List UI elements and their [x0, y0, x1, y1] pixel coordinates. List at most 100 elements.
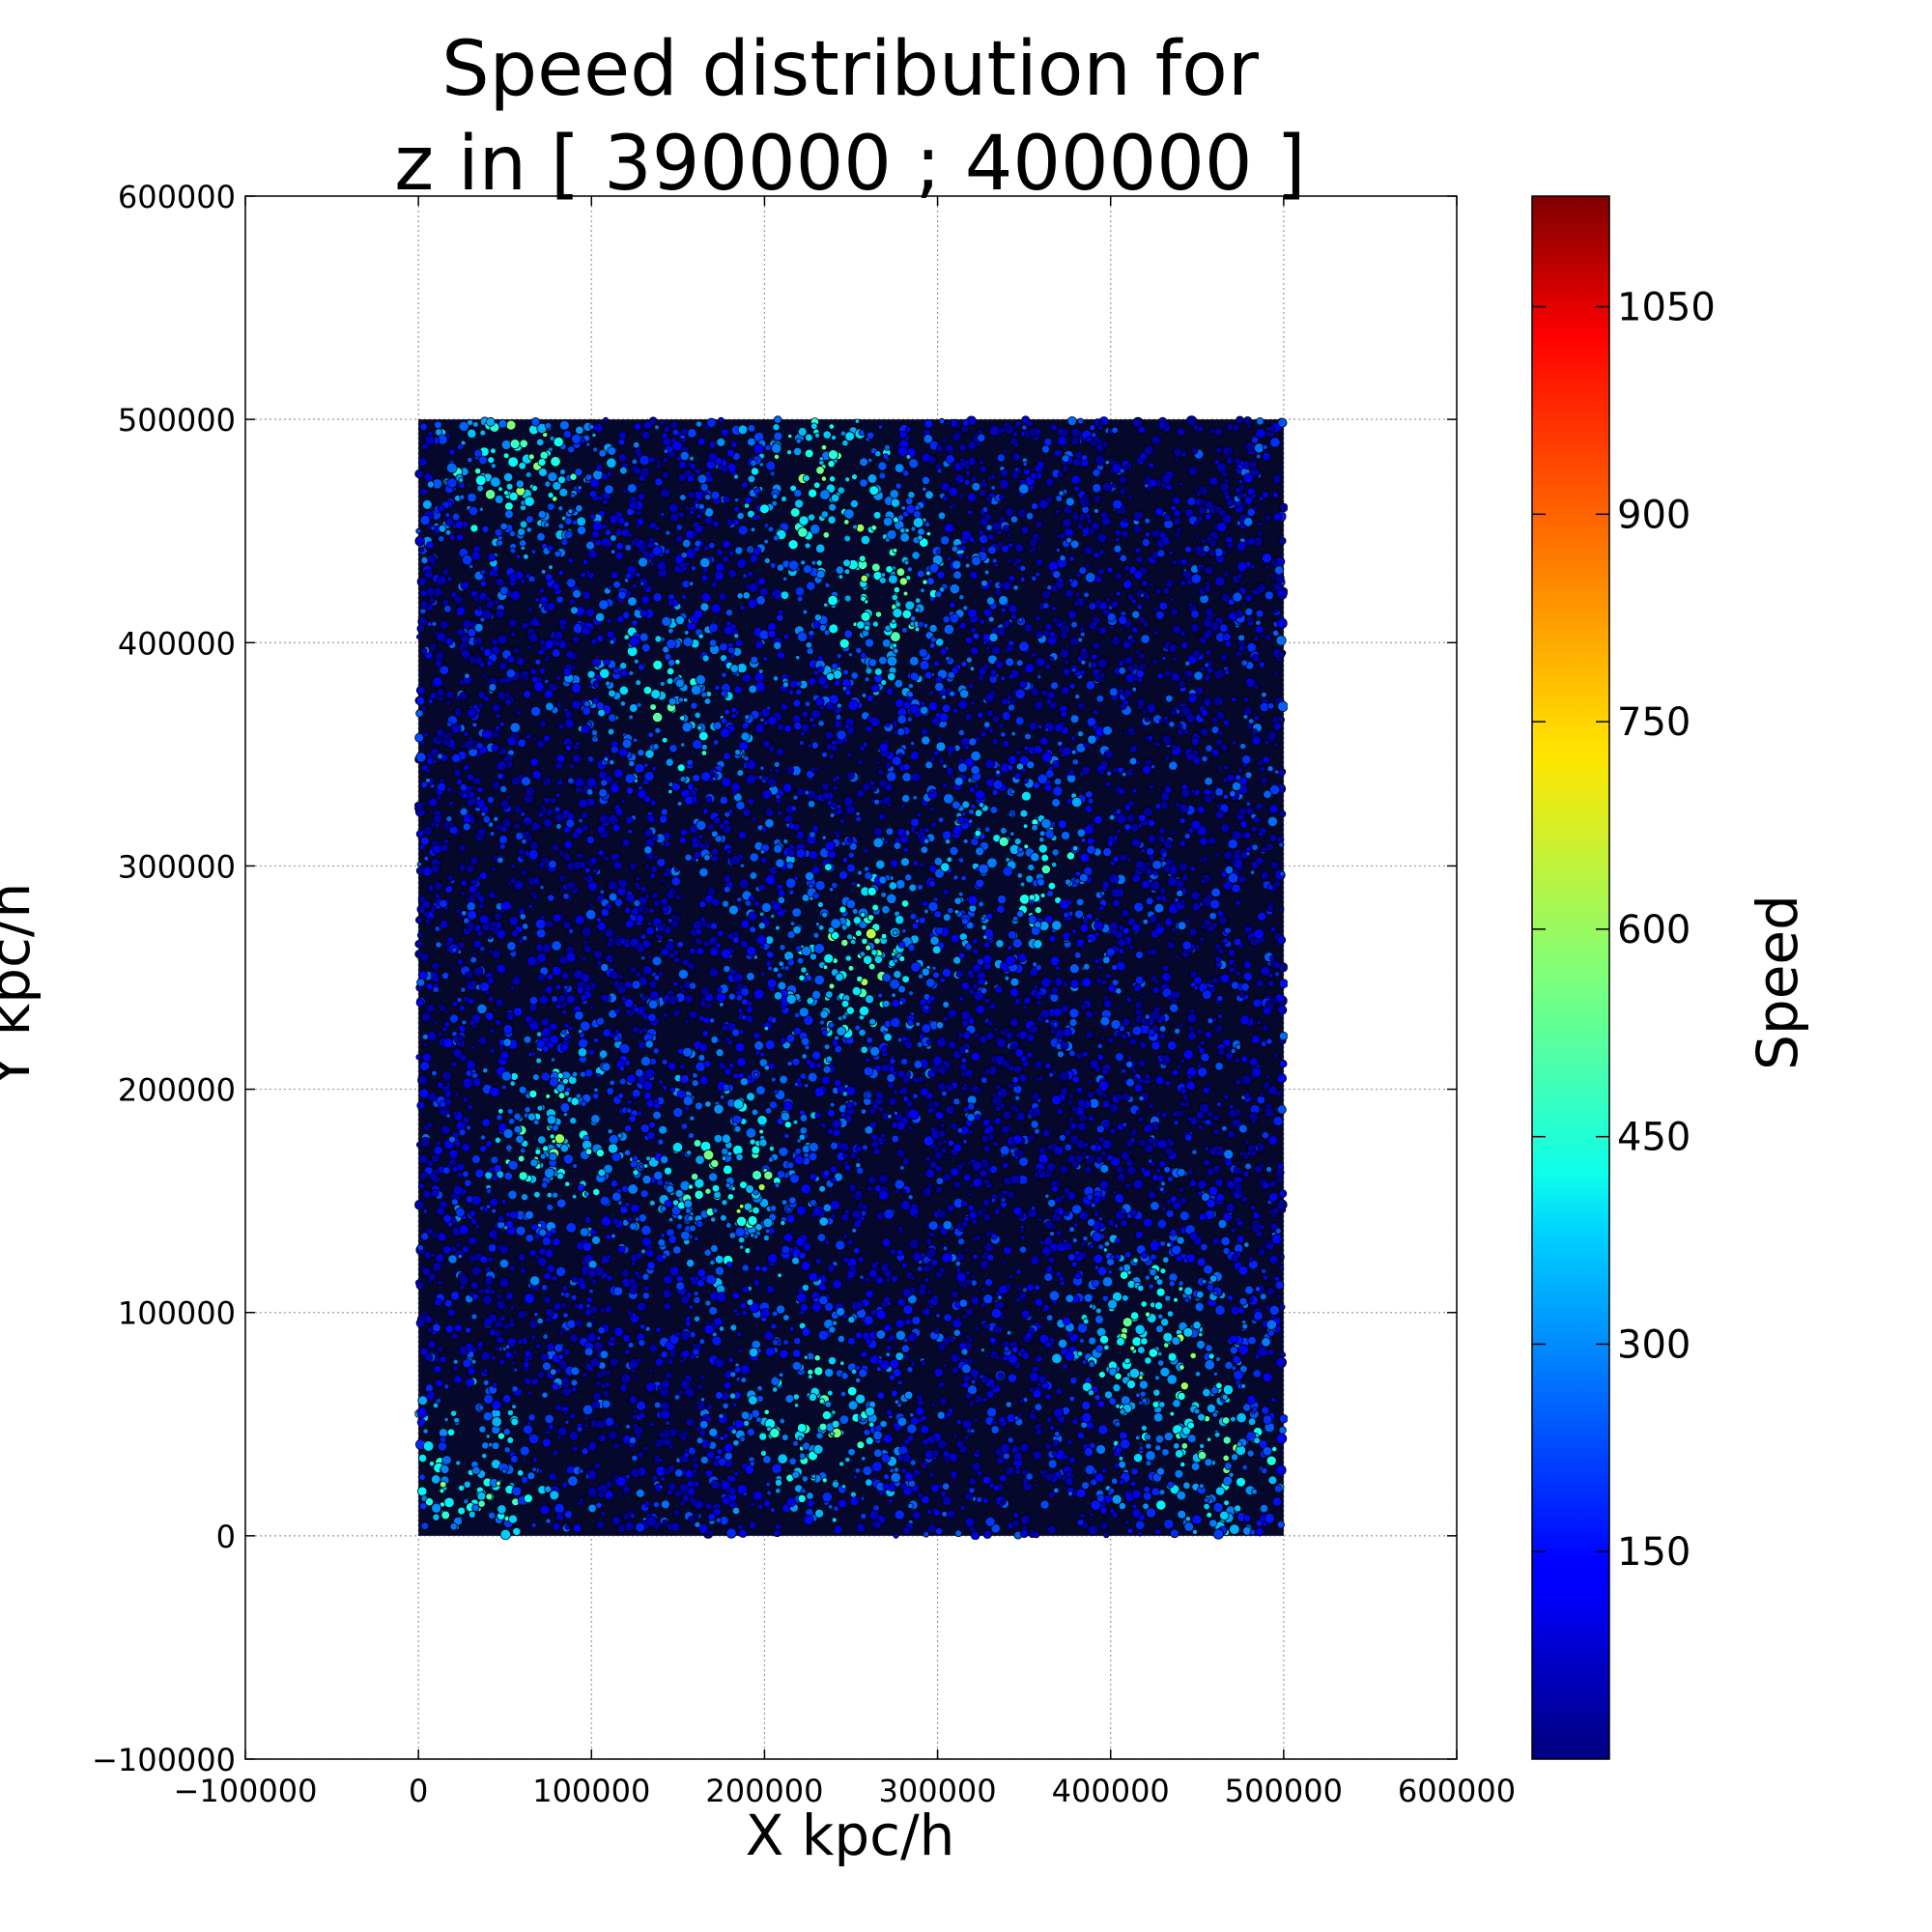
scatter-point	[891, 755, 902, 767]
scatter-point	[478, 1425, 487, 1434]
scatter-point	[860, 1495, 866, 1502]
scatter-point	[528, 1320, 539, 1330]
scatter-point	[970, 1084, 980, 1094]
scatter-point	[627, 828, 634, 835]
scatter-point	[1222, 1435, 1232, 1445]
scatter-point	[939, 1490, 947, 1497]
scatter-point	[1154, 1301, 1164, 1311]
scatter-point	[779, 1417, 785, 1425]
scatter-point	[1032, 1450, 1042, 1461]
scatter-point	[467, 1103, 474, 1111]
scatter-point	[668, 1235, 677, 1244]
scatter-point	[712, 739, 720, 746]
scatter-point	[1142, 1217, 1153, 1229]
scatter-point	[812, 481, 821, 490]
scatter-point	[885, 1351, 891, 1358]
scatter-point	[1269, 861, 1280, 870]
scatter-point	[1123, 655, 1134, 666]
scatter-point	[1188, 927, 1198, 937]
scatter-point	[618, 1077, 627, 1086]
scatter-point	[544, 1413, 554, 1425]
scatter-point	[1190, 446, 1199, 455]
scatter-point	[696, 1383, 703, 1392]
scatter-point	[435, 1253, 445, 1264]
scatter-point	[904, 1390, 914, 1401]
scatter-point	[761, 789, 773, 801]
scatter-point	[820, 1122, 827, 1129]
scatter-point	[860, 651, 867, 659]
scatter-point	[1179, 1381, 1189, 1391]
scatter-point	[815, 1432, 824, 1440]
scatter-point	[1156, 1350, 1163, 1357]
scatter-point	[561, 1009, 568, 1015]
scatter-point	[1056, 1050, 1065, 1059]
scatter-point	[1264, 842, 1274, 852]
scatter-point	[913, 1060, 923, 1069]
scatter-point	[968, 1476, 978, 1487]
scatter-point	[599, 813, 610, 824]
scatter-point	[1034, 1403, 1043, 1412]
scatter-point	[1197, 1123, 1204, 1131]
scatter-point	[538, 667, 547, 675]
scatter-point	[1080, 838, 1087, 844]
scatter-point	[928, 690, 935, 696]
scatter-point	[828, 1325, 837, 1334]
scatter-point	[789, 921, 796, 926]
scatter-point	[551, 965, 562, 977]
scatter-point	[582, 558, 589, 566]
scatter-point	[1189, 1351, 1197, 1360]
scatter-point	[1132, 510, 1144, 522]
scatter-point	[550, 1057, 556, 1063]
scatter-point	[1261, 1337, 1271, 1348]
scatter-point	[937, 511, 947, 521]
scatter-point	[937, 1380, 946, 1389]
scatter-point	[685, 1259, 696, 1268]
scatter-point	[894, 678, 904, 689]
scatter-point	[777, 889, 786, 897]
scatter-point	[781, 782, 793, 794]
scatter-point	[720, 948, 732, 960]
scatter-point	[1015, 1111, 1026, 1122]
scatter-point	[792, 446, 803, 457]
scatter-point	[1105, 947, 1116, 957]
scatter-point	[1239, 820, 1248, 829]
scatter-point	[685, 1207, 693, 1214]
scatter-point	[1247, 718, 1255, 724]
scatter-point	[1255, 453, 1262, 460]
scatter-point	[1227, 1294, 1235, 1302]
scatter-point	[1103, 1493, 1113, 1504]
scatter-point	[651, 711, 664, 724]
scatter-point	[452, 1047, 464, 1059]
scatter-point	[1272, 1496, 1283, 1507]
scatter-point	[1245, 723, 1254, 731]
scatter-point	[1151, 657, 1159, 666]
scatter-point	[1059, 1087, 1069, 1096]
scatter-point	[1119, 487, 1127, 497]
scatter-point	[847, 1385, 858, 1397]
scatter-point	[1266, 1349, 1275, 1357]
scatter-point	[551, 842, 560, 852]
scatter-point	[1236, 561, 1248, 573]
scatter-point	[692, 774, 700, 782]
scatter-point	[1017, 617, 1023, 623]
scatter-point	[846, 863, 857, 873]
scatter-point	[880, 1132, 886, 1139]
scatter-point	[785, 1034, 796, 1043]
scatter-point	[972, 938, 979, 945]
scatter-point	[821, 911, 829, 919]
scatter-point	[1244, 607, 1254, 616]
scatter-point	[1003, 1245, 1012, 1256]
scatter-point	[952, 1179, 962, 1190]
scatter-point	[1280, 1351, 1287, 1358]
scatter-point	[807, 800, 816, 809]
scatter-point	[817, 720, 825, 727]
scatter-point	[1061, 454, 1070, 463]
scatter-point	[416, 904, 426, 915]
scatter-point	[1206, 1404, 1216, 1414]
scatter-point	[1095, 1443, 1107, 1455]
scatter-point	[937, 816, 945, 824]
scatter-point	[1212, 1371, 1219, 1377]
scatter-point	[1019, 809, 1029, 818]
scatter-point	[1143, 806, 1154, 818]
scatter-point	[1201, 754, 1208, 763]
